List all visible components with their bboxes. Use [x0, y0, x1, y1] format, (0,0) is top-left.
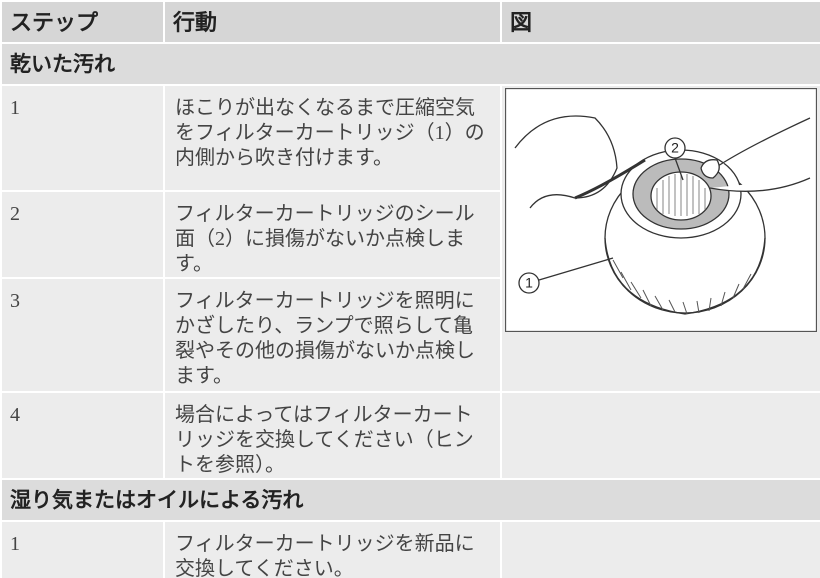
action-cell: フィルターカートリッジを照明にかざしたり、ランプで照らして亀裂やその他の損傷がな…: [163, 277, 502, 393]
section-title: 湿り気またはオイルによる汚れ: [0, 478, 820, 522]
section-title: 乾いた汚れ: [0, 42, 820, 86]
header-cell: 行動: [163, 0, 502, 44]
figure-cell: 2 1: [500, 84, 820, 393]
action-cell: ほこりが出なくなるまで圧縮空気をフィルターカートリッジ（1）の内側から吹き付けま…: [163, 84, 502, 192]
step-cell: 4: [0, 391, 165, 480]
step-cell: 3: [0, 277, 165, 393]
step-cell: 1: [0, 520, 165, 578]
action-cell: 場合によってはフィルターカートリッジを交換してください（ヒントを参照）。: [163, 391, 502, 480]
callout-label: 2: [671, 140, 679, 156]
action-cell: フィルターカートリッジを新品に交換してください。: [163, 520, 502, 578]
callout-label: 1: [525, 275, 533, 291]
step-cell: 1: [0, 84, 165, 192]
header-cell: ステップ: [0, 0, 165, 44]
action-cell: フィルターカートリッジのシール面（2）に損傷がないか点検します。: [163, 190, 502, 279]
empty-cell: [500, 391, 820, 480]
step-cell: 2: [0, 190, 165, 279]
header-cell: 図: [500, 0, 820, 44]
empty-cell: [500, 520, 820, 578]
header-row: ステップ 行動 図: [0, 0, 820, 44]
filter-illustration: 2 1: [505, 88, 817, 332]
